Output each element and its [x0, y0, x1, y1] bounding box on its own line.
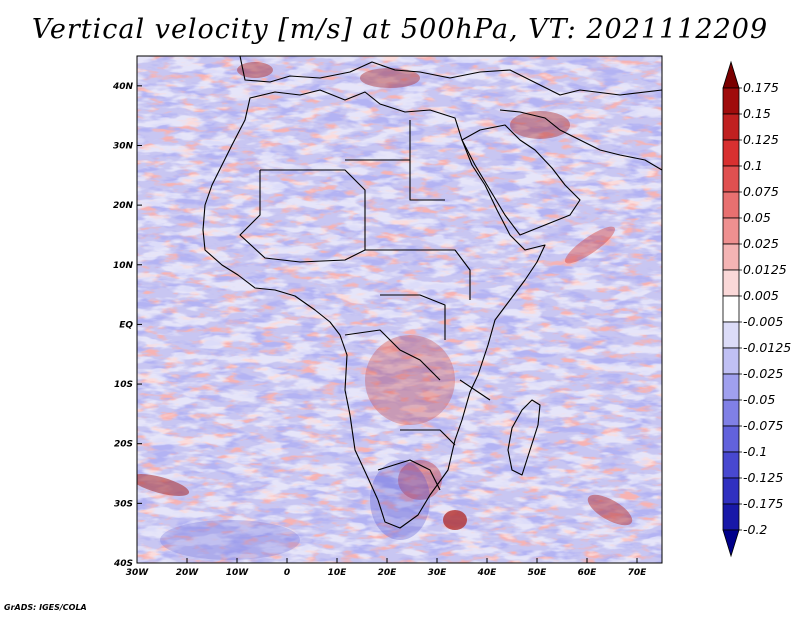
lon-tick-label: 50E [528, 568, 548, 578]
lon-tick-label: 10W [226, 568, 250, 578]
velocity-field [137, 56, 662, 563]
colorbar-label: -0.0125 [743, 340, 791, 355]
lon-tick-label: 70E [628, 568, 648, 578]
colorbar-label: 0.005 [743, 288, 779, 303]
colorbar-swatch [722, 451, 740, 479]
lat-tick-label: 40N [112, 82, 134, 92]
colorbar-label: 0.1 [743, 158, 763, 173]
colorbar-swatch [722, 243, 740, 271]
lat-tick-label: EQ [119, 320, 133, 330]
colorbar-swatch [722, 269, 740, 297]
map-frame [136, 55, 663, 564]
lat-tick-label: 40S [113, 559, 133, 569]
lat-tick-label: 30S [114, 499, 133, 509]
colorbar-label: -0.175 [743, 496, 783, 511]
lon-tick-label: 20W [176, 568, 200, 578]
lon-tick-label: 0 [284, 568, 290, 578]
colorbar-label: -0.025 [743, 366, 783, 381]
colorbar-label: -0.005 [743, 314, 783, 329]
lat-tick-label: 10S [114, 380, 133, 390]
credit-label: GrADS: IGES/COLA [4, 603, 87, 612]
lat-tick-label: 10N [113, 261, 134, 271]
lon-tick-label: 60E [578, 568, 598, 578]
colorbar-swatch [722, 295, 740, 323]
colorbar-label: -0.075 [743, 418, 783, 433]
lat-tick-label: 20S [114, 440, 133, 450]
colorbar-label: -0.1 [743, 444, 767, 459]
colorbar-swatch [722, 477, 740, 505]
colorbar-label: 0.175 [743, 80, 779, 95]
lon-tick-label: 10E [328, 568, 348, 578]
colorbar-swatch [722, 217, 740, 245]
lat-tick-label: 20N [113, 201, 134, 211]
chart-title: Vertical velocity [m/s] at 500hPa, VT: 2… [31, 14, 769, 45]
lon-axis: 30W 20W 10W 0 10E 20E 30E 40E 50E 60E 70E [126, 558, 647, 578]
lat-axis: 40N 30N 20N 10N EQ 10S 20S 30S 40S [112, 82, 142, 569]
colorbar-label: 0.125 [743, 132, 779, 147]
colorbar-label: 0.0125 [743, 262, 787, 277]
colorbar-swatch [722, 373, 740, 401]
colorbar-swatch [722, 399, 740, 427]
lon-tick-label: 40E [477, 568, 498, 578]
colorbar-swatch [722, 87, 740, 115]
colorbar: 0.175 0.15 0.125 0.1 0.075 0.05 0.025 0.0125 0.0… [722, 60, 791, 558]
lon-tick-label: 20E [378, 568, 398, 578]
lon-tick-label: 30W [126, 568, 150, 578]
colorbar-label: -0.2 [743, 522, 767, 537]
colorbar-bottom-arrow [722, 529, 740, 558]
colorbar-swatch [722, 113, 740, 141]
colorbar-label: -0.125 [743, 470, 783, 485]
colorbar-swatch [722, 139, 740, 167]
colorbar-swatch [722, 425, 740, 453]
colorbar-swatch [722, 191, 740, 219]
colorbar-swatch [722, 347, 740, 375]
colorbar-label: 0.075 [743, 184, 779, 199]
lon-tick-label: 30E [428, 568, 448, 578]
colorbar-swatch [722, 321, 740, 349]
colorbar-label: 0.025 [743, 236, 779, 251]
colorbar-swatch [722, 503, 740, 531]
colorbar-label: 0.05 [743, 210, 771, 225]
coastlines [202, 56, 662, 529]
lat-tick-label: 30N [113, 141, 134, 151]
colorbar-label: -0.05 [743, 392, 775, 407]
colorbar-top-arrow [722, 60, 740, 89]
colorbar-swatch [722, 165, 740, 193]
colorbar-label: 0.15 [743, 106, 771, 121]
